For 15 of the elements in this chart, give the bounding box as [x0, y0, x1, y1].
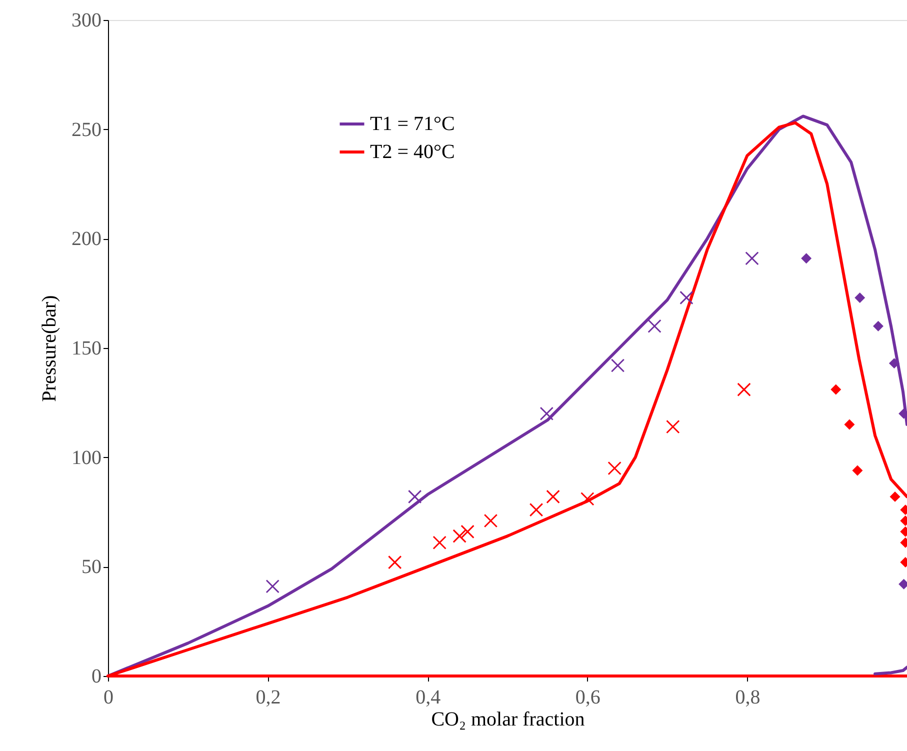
y-axis-title: Pressure(bar) — [38, 295, 60, 402]
x-tick-label: 0,6 — [575, 686, 600, 708]
x-tick-label: 0,4 — [416, 686, 441, 708]
x-axis-title: CO₂ molar fraction — [431, 708, 585, 730]
y-tick-label: 250 — [72, 118, 102, 141]
x-tick-label: 0,2 — [256, 686, 281, 708]
x-tick-label: 0,8 — [735, 686, 760, 708]
y-tick-label: 150 — [72, 338, 102, 360]
y-tick-label: 0 — [92, 666, 102, 688]
y-tick-label: 300 — [72, 10, 102, 32]
y-tick-label: 200 — [72, 228, 102, 250]
y-tick-label: 100 — [72, 446, 102, 469]
legend-label: T2 = 40°C — [370, 141, 455, 163]
legend-label: T1 = 71°C — [370, 113, 455, 135]
y-tick-label: 50 — [82, 556, 102, 578]
